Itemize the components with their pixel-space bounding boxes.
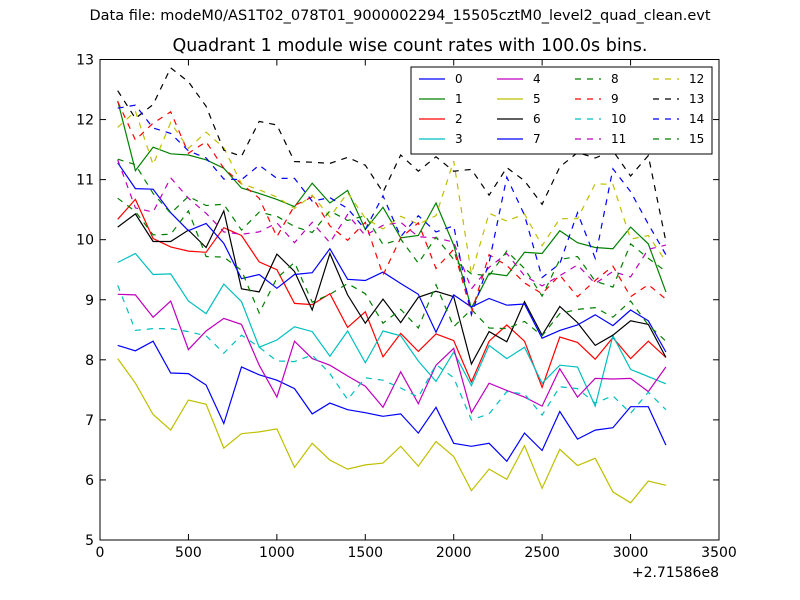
y-tick-label: 13 bbox=[76, 53, 94, 69]
chart-title: Quadrant 1 module wise count rates with … bbox=[172, 36, 648, 56]
legend-label-4: 4 bbox=[533, 72, 541, 86]
series-line-13 bbox=[117, 66, 667, 242]
legend-label-12: 12 bbox=[689, 72, 704, 86]
x-tick-label: 3500 bbox=[701, 545, 737, 561]
series-line-9 bbox=[117, 101, 667, 316]
legend-label-7: 7 bbox=[533, 132, 541, 146]
series-line-10 bbox=[117, 285, 667, 421]
x-tick-label: 3000 bbox=[613, 545, 649, 561]
legend-label-14: 14 bbox=[689, 112, 704, 126]
legend-label-11: 11 bbox=[611, 132, 626, 146]
legend-label-3: 3 bbox=[455, 132, 463, 146]
series-line-6 bbox=[117, 209, 667, 366]
series-line-14 bbox=[117, 104, 667, 318]
legend-label-9: 9 bbox=[611, 92, 619, 106]
legend-label-1: 1 bbox=[455, 92, 463, 106]
series-layer bbox=[117, 66, 667, 504]
y-tick-label: 9 bbox=[85, 293, 94, 309]
x-offset-label: +2.71586e8 bbox=[632, 565, 719, 581]
series-line-4 bbox=[117, 293, 667, 415]
series-line-5 bbox=[117, 358, 667, 504]
legend-label-8: 8 bbox=[611, 72, 619, 86]
legend-frame bbox=[410, 66, 713, 155]
legend-label-2: 2 bbox=[455, 112, 463, 126]
series-line-8 bbox=[117, 197, 667, 342]
series-line-0 bbox=[117, 340, 667, 463]
x-tick-label: 1000 bbox=[259, 545, 295, 561]
y-tick-label: 6 bbox=[85, 473, 94, 489]
series-line-3 bbox=[117, 252, 667, 408]
y-tick-label: 10 bbox=[76, 233, 94, 249]
series-line-11 bbox=[117, 159, 667, 291]
axis-layer: 0 500 1000 1500 2000 2500 3000 3500567891011121… bbox=[76, 53, 737, 562]
legend-label-0: 0 bbox=[455, 72, 463, 86]
y-tick-label: 12 bbox=[76, 113, 94, 129]
x-tick-label: 2500 bbox=[524, 545, 560, 561]
series-line-12 bbox=[117, 110, 667, 275]
y-tick-label: 7 bbox=[85, 413, 94, 429]
legend-label-13: 13 bbox=[689, 92, 704, 106]
x-tick-label: 500 bbox=[175, 545, 202, 561]
y-tick-label: 5 bbox=[85, 533, 94, 549]
data-file-suptitle: Data file: modeM0/AS1T02_078T01_90000022… bbox=[89, 8, 711, 24]
legend-label-10: 10 bbox=[611, 112, 626, 126]
legend-label-6: 6 bbox=[533, 112, 541, 126]
legend-label-5: 5 bbox=[533, 92, 541, 106]
series-line-7 bbox=[117, 162, 667, 353]
x-tick-label: 1500 bbox=[347, 545, 383, 561]
y-tick-label: 8 bbox=[85, 353, 94, 369]
series-line-2 bbox=[117, 198, 667, 390]
x-tick-label: 0 bbox=[96, 545, 105, 561]
x-tick-label: 2000 bbox=[436, 545, 472, 561]
legend-label-15: 15 bbox=[689, 132, 704, 146]
y-tick-label: 11 bbox=[76, 173, 94, 189]
series-line-15 bbox=[117, 158, 667, 298]
